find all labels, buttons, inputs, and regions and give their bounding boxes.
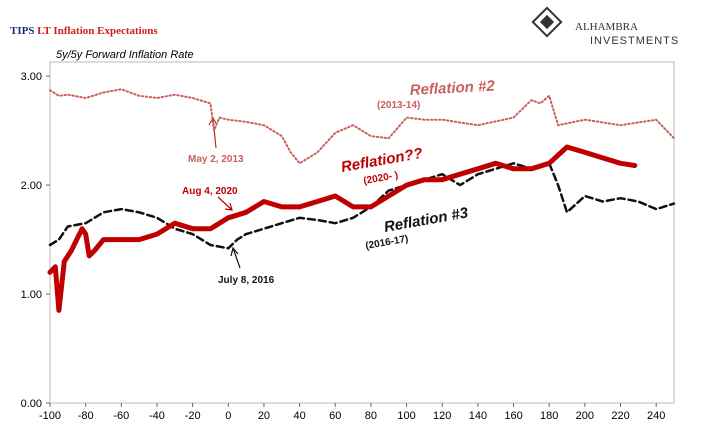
x-tick-label: 40 <box>293 410 305 422</box>
annotation: July 8, 2016 <box>218 275 275 286</box>
logo-mark-inner <box>539 14 555 30</box>
series-label: Reflation #2 <box>409 78 495 99</box>
annotation: May 2, 2013 <box>188 154 244 165</box>
y-tick-label: 3.00 <box>21 71 42 83</box>
series-line <box>48 162 676 250</box>
y-tick-label: 0.00 <box>21 398 42 410</box>
plot-frame <box>49 61 675 404</box>
x-tick-label: 100 <box>397 410 415 422</box>
annotation: (2016-17) <box>365 234 410 252</box>
x-tick-label: 220 <box>611 410 629 422</box>
x-tick-label: 200 <box>576 410 594 422</box>
y-tick-label: 1.00 <box>21 289 42 301</box>
x-tick-label: 160 <box>504 410 522 422</box>
series-line <box>49 88 675 165</box>
title-main: LT Inflation Expectations <box>37 25 158 37</box>
annotation: Aug 4, 2020 <box>182 186 238 197</box>
y-tick-label: 2.00 <box>21 180 42 192</box>
series-label: Reflation?? <box>340 145 424 176</box>
x-tick-label: 240 <box>647 410 665 422</box>
chart-subtitle: 5y/5y Forward Inflation Rate <box>56 49 194 61</box>
x-tick-label: -40 <box>149 410 165 422</box>
x-tick-label: 80 <box>365 410 377 422</box>
series-label: Reflation #3 <box>383 204 470 236</box>
logo-mark <box>531 6 563 38</box>
logo-name: ALHAMBRA <box>575 21 638 33</box>
arrow <box>217 196 233 211</box>
x-tick-label: 0 <box>225 410 231 422</box>
annotation: (2013-14) <box>377 100 420 111</box>
x-tick-label: 140 <box>469 410 487 422</box>
x-tick-label: 60 <box>329 410 341 422</box>
chart-title: TIPS LT Inflation Expectations <box>10 25 158 37</box>
logo: ALHAMBRA INVESTMENTS <box>531 6 679 47</box>
x-tick-label: -80 <box>78 410 94 422</box>
title-prefix: TIPS <box>10 25 34 37</box>
logo-tagline: INVESTMENTS <box>590 35 679 47</box>
annotation: (2020- ) <box>363 170 399 187</box>
x-tick-label: -100 <box>39 410 61 422</box>
x-tick-label: 120 <box>433 410 451 422</box>
x-tick-label: 180 <box>540 410 558 422</box>
x-tick-label: -20 <box>185 410 201 422</box>
arrow <box>230 246 241 269</box>
series-line <box>47 144 638 313</box>
x-tick-label: 20 <box>258 410 270 422</box>
x-tick-label: -60 <box>113 410 129 422</box>
